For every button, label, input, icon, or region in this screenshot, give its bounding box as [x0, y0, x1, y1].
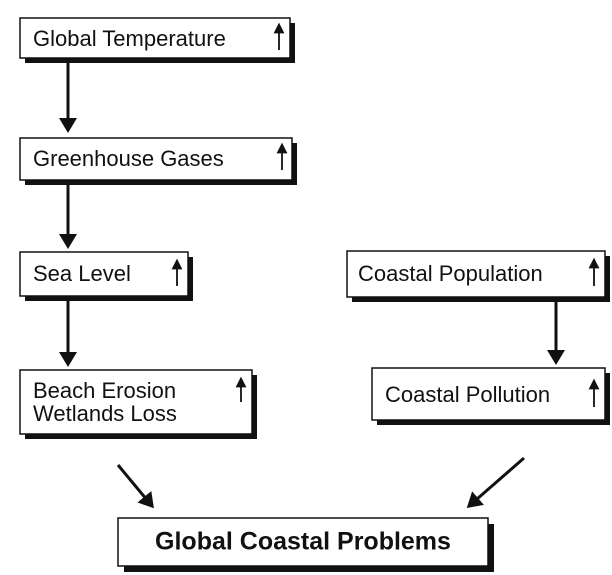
- node: Global Coastal Problems: [117, 517, 494, 572]
- node: Coastal Population: [346, 250, 610, 302]
- node-label: Global Temperature: [33, 26, 226, 51]
- box: [19, 17, 291, 59]
- node-label: Coastal Pollution: [385, 382, 550, 407]
- node: Sea Level: [19, 251, 193, 301]
- box: [19, 251, 189, 297]
- node-label: Wetlands Loss: [33, 401, 177, 426]
- node: Coastal Pollution: [371, 367, 610, 425]
- node: Beach Erosion Wetlands Loss: [19, 369, 257, 439]
- node: Greenhouse Gases: [19, 137, 297, 185]
- arrow: [116, 464, 154, 509]
- node-label: Sea Level: [33, 261, 131, 286]
- node-label: Global Coastal Problems: [155, 528, 451, 556]
- box: [19, 137, 293, 181]
- node-label: Greenhouse Gases: [33, 146, 224, 171]
- box: [371, 367, 606, 421]
- box: [117, 517, 489, 567]
- node: Global Temperature: [19, 17, 295, 63]
- connectors: [59, 62, 565, 509]
- node-label: Beach Erosion: [33, 378, 176, 403]
- node-label: Coastal Population: [358, 261, 543, 286]
- box: [19, 369, 253, 435]
- box: [346, 250, 606, 298]
- arrow: [466, 456, 525, 508]
